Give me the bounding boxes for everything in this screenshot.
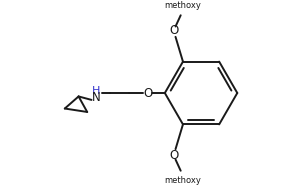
Text: O: O	[169, 149, 178, 162]
Text: O: O	[143, 86, 152, 100]
Text: O: O	[169, 24, 178, 37]
Text: N: N	[91, 91, 100, 104]
Text: methoxy: methoxy	[164, 176, 201, 185]
Text: methoxy: methoxy	[164, 1, 201, 10]
Text: H: H	[92, 86, 100, 96]
